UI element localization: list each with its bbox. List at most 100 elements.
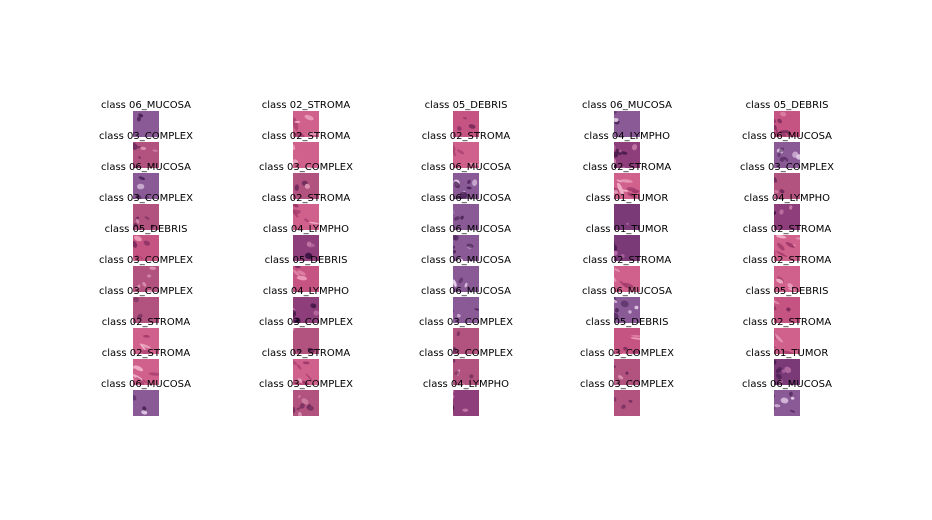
cell-title: class 03_COMPLEX (99, 255, 193, 266)
tissue-image (453, 328, 479, 354)
cell-title: class 03_COMPLEX (419, 317, 513, 328)
image-cell: class 05_DEBRIS (697, 286, 877, 323)
cell-title: class 06_MUCOSA (101, 162, 191, 173)
cell-title: class 03_COMPLEX (580, 348, 674, 359)
tissue-image (133, 142, 159, 168)
cell-title: class 02_STROMA (742, 224, 832, 235)
cell-title: class 02_STROMA (582, 162, 672, 173)
cell-title: class 02_STROMA (421, 131, 511, 142)
image-cell: class 06_MUCOSA (537, 100, 717, 137)
image-cell: class 02_STROMA (697, 317, 877, 354)
tissue-image (293, 297, 319, 323)
image-cell: class 03_COMPLEX (56, 286, 236, 323)
image-cell: class 01_TUMOR (697, 348, 877, 385)
tissue-image (293, 111, 319, 137)
image-cell: class 06_MUCOSA (56, 379, 236, 416)
cell-title: class 05_DEBRIS (424, 100, 508, 111)
cell-title: class 02_STROMA (261, 131, 351, 142)
cell-title: class 04_LYMPHO (262, 286, 350, 297)
tissue-image (614, 204, 640, 230)
tissue-image (133, 328, 159, 354)
image-cell: class 02_STROMA (216, 193, 396, 230)
tissue-image (774, 297, 800, 323)
tissue-image (614, 328, 640, 354)
cell-title: class 06_MUCOSA (421, 286, 511, 297)
cell-title: class 05_DEBRIS (264, 255, 348, 266)
image-cell: class 06_MUCOSA (697, 131, 877, 168)
cell-title: class 06_MUCOSA (421, 162, 511, 173)
cell-title: class 04_LYMPHO (422, 379, 510, 390)
image-cell: class 05_DEBRIS (537, 317, 717, 354)
cell-title: class 05_DEBRIS (585, 317, 669, 328)
image-cell: class 06_MUCOSA (376, 224, 556, 261)
image-cell: class 02_STROMA (537, 255, 717, 292)
tissue-image (774, 359, 800, 385)
cell-title: class 05_DEBRIS (104, 224, 188, 235)
tissue-image (614, 111, 640, 137)
tissue-image (453, 359, 479, 385)
image-cell: class 02_STROMA (537, 162, 717, 199)
cell-title: class 06_MUCOSA (421, 255, 511, 266)
image-cell: class 03_COMPLEX (216, 162, 396, 199)
image-cell: class 04_LYMPHO (537, 131, 717, 168)
image-cell: class 01_TUMOR (537, 193, 717, 230)
tissue-image (293, 173, 319, 199)
tissue-image (453, 142, 479, 168)
tissue-image (614, 359, 640, 385)
tissue-image (453, 204, 479, 230)
image-cell: class 06_MUCOSA (376, 286, 556, 323)
cell-title: class 06_MUCOSA (421, 224, 511, 235)
cell-title: class 03_COMPLEX (259, 317, 353, 328)
tissue-image (614, 390, 640, 416)
image-cell: class 03_COMPLEX (537, 379, 717, 416)
cell-title: class 06_MUCOSA (582, 286, 672, 297)
image-cell: class 03_COMPLEX (376, 348, 556, 385)
cell-title: class 05_DEBRIS (745, 100, 829, 111)
image-cell: class 06_MUCOSA (56, 100, 236, 137)
tissue-image (453, 235, 479, 261)
image-cell: class 05_DEBRIS (376, 100, 556, 137)
tissue-image (774, 142, 800, 168)
image-cell: class 06_MUCOSA (376, 193, 556, 230)
image-cell: class 03_COMPLEX (56, 193, 236, 230)
cell-title: class 03_COMPLEX (99, 131, 193, 142)
tissue-image (133, 204, 159, 230)
image-cell: class 03_COMPLEX (216, 317, 396, 354)
tissue-image (774, 204, 800, 230)
tissue-image (614, 142, 640, 168)
tissue-image (293, 266, 319, 292)
image-cell: class 05_DEBRIS (697, 100, 877, 137)
image-cell: class 03_COMPLEX (376, 317, 556, 354)
tissue-image (453, 111, 479, 137)
cell-title: class 06_MUCOSA (421, 193, 511, 204)
tissue-image (614, 297, 640, 323)
image-cell: class 04_LYMPHO (376, 379, 556, 416)
cell-title: class 03_COMPLEX (419, 348, 513, 359)
cell-title: class 03_COMPLEX (99, 193, 193, 204)
image-cell: class 04_LYMPHO (697, 193, 877, 230)
image-cell: class 04_LYMPHO (216, 286, 396, 323)
cell-title: class 06_MUCOSA (101, 379, 191, 390)
tissue-image (133, 173, 159, 199)
tissue-image (133, 111, 159, 137)
cell-title: class 06_MUCOSA (101, 100, 191, 111)
tissue-image (133, 359, 159, 385)
image-cell: class 03_COMPLEX (697, 162, 877, 199)
image-cell: class 05_DEBRIS (216, 255, 396, 292)
tissue-image (453, 173, 479, 199)
tissue-image (293, 328, 319, 354)
tissue-image (133, 266, 159, 292)
image-cell: class 05_DEBRIS (56, 224, 236, 261)
cell-title: class 01_TUMOR (585, 193, 669, 204)
tissue-image (453, 390, 479, 416)
tissue-image (774, 266, 800, 292)
tissue-image (453, 266, 479, 292)
tissue-image (133, 390, 159, 416)
tissue-image (774, 328, 800, 354)
cell-title: class 06_MUCOSA (742, 131, 832, 142)
cell-title: class 02_STROMA (101, 317, 191, 328)
tissue-image (774, 111, 800, 137)
image-cell: class 03_COMPLEX (56, 255, 236, 292)
image-cell: class 02_STROMA (56, 317, 236, 354)
